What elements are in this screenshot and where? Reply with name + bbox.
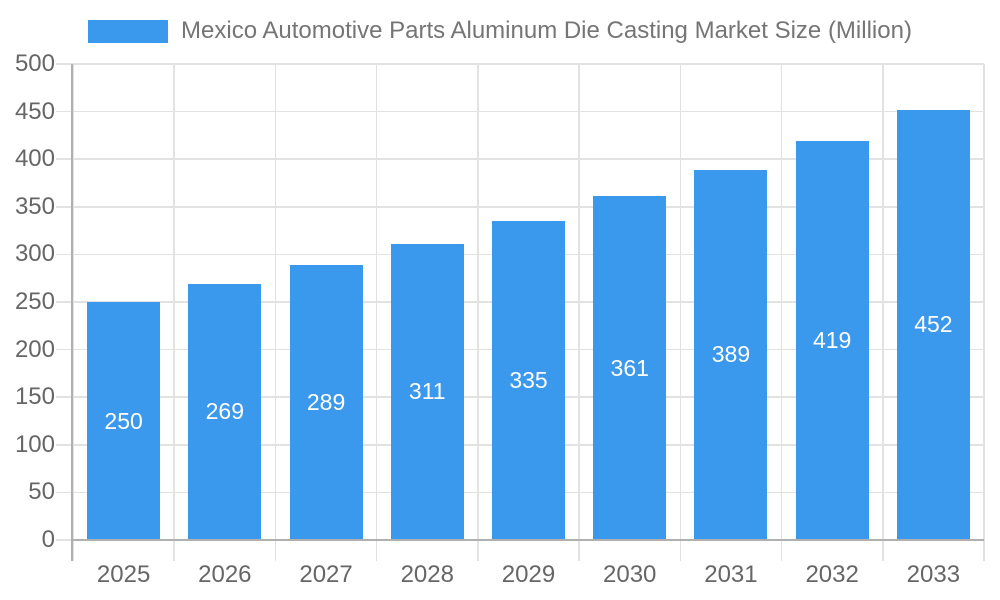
bar-value-label: 250 — [104, 407, 143, 434]
bar-value-label: 452 — [914, 311, 953, 338]
x-gridline — [375, 64, 378, 561]
bar[interactable]: 335 — [492, 221, 565, 540]
bar-value-label: 289 — [306, 388, 346, 415]
x-axis-tick-label: 2029 — [501, 561, 556, 588]
x-gridline — [72, 64, 74, 561]
y-axis-tick-label: 100 — [14, 430, 55, 458]
y-axis-tick-label: 400 — [14, 145, 55, 173]
y-axis-tick-label: 300 — [14, 240, 55, 268]
x-axis-tick-label: 2028 — [400, 561, 454, 588]
y-gridline — [56, 63, 984, 65]
bar-value-label: 269 — [205, 398, 245, 425]
x-gridline — [274, 64, 277, 561]
bar[interactable]: 250 — [87, 302, 161, 540]
y-axis-tick-label: 200 — [14, 335, 55, 363]
x-gridline — [679, 64, 682, 561]
x-gridline — [882, 64, 884, 561]
bar-value-label: 335 — [509, 367, 548, 394]
y-axis-line — [71, 64, 73, 561]
bar[interactable]: 389 — [694, 169, 768, 540]
x-gridline — [173, 64, 175, 561]
y-gridline — [56, 206, 984, 208]
bar-value-label: 419 — [812, 327, 852, 354]
bar-value-label: 311 — [408, 378, 446, 405]
x-axis-tick-label: 2033 — [906, 561, 961, 588]
y-axis-tick-label: 0 — [41, 526, 55, 553]
bar[interactable]: 419 — [795, 141, 869, 540]
x-gridline — [477, 64, 479, 561]
x-axis-tick-label: 2030 — [603, 561, 657, 588]
y-axis-tick-label: 500 — [14, 50, 55, 77]
x-axis-tick-label: 2031 — [704, 561, 758, 588]
y-axis-tick-label: 50 — [28, 478, 55, 506]
x-axis-tick-label: 2026 — [198, 561, 252, 588]
y-axis-tick-label: 250 — [14, 288, 55, 315]
bar[interactable]: 361 — [593, 196, 667, 540]
bar[interactable]: 452 — [896, 109, 970, 540]
legend-label: Mexico Automotive Parts Aluminum Die Cas… — [181, 17, 912, 44]
y-axis-tick-label: 350 — [14, 192, 55, 220]
x-gridline — [780, 64, 783, 561]
x-axis-line — [73, 538, 984, 541]
y-gridline — [56, 158, 984, 160]
bar[interactable]: 269 — [188, 283, 262, 540]
x-gridline — [578, 64, 580, 561]
x-axis-tick-label: 2025 — [96, 561, 151, 588]
x-gridline — [983, 64, 985, 561]
bar[interactable]: 289 — [289, 264, 363, 540]
bar-value-label: 361 — [610, 354, 649, 381]
x-axis-tick-label: 2027 — [299, 561, 353, 588]
chart-legend[interactable]: Mexico Automotive Parts Aluminum Die Cas… — [0, 17, 1000, 45]
bar[interactable]: 311 — [390, 243, 464, 540]
x-axis-tick-label: 2032 — [805, 561, 859, 588]
legend-swatch — [88, 19, 169, 43]
bar-value-label: 389 — [711, 341, 751, 368]
y-axis-tick-label: 150 — [14, 383, 55, 411]
y-gridline — [56, 110, 984, 113]
y-axis-tick-label: 450 — [14, 97, 55, 125]
